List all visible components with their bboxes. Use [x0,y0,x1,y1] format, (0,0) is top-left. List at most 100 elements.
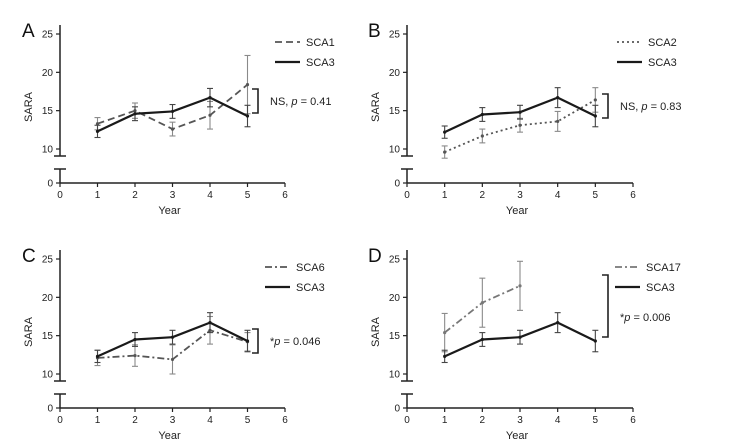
legend-label: SCA3 [646,282,675,294]
y-tick-label: 0 [47,179,53,190]
y-tick-label: 15 [389,331,401,342]
data-point [245,114,250,118]
x-tick-label: 5 [593,190,599,201]
y-tick-label: 25 [42,255,54,266]
significance-bracket [602,93,609,119]
x-tick-label: 6 [282,190,288,201]
x-tick-label: 3 [170,415,176,426]
y-axis-title: SARA [23,316,35,347]
annot-value: = 0.006 [630,312,670,324]
data-point [133,112,137,116]
data-point [556,321,560,325]
panel-a: A 0 10 15 20 25 0 1 2 3 4 5 6 Year SARA SCA1 SCA3 NS, p =… [22,21,335,217]
series-sca3 [94,312,251,364]
data-point [95,129,100,133]
y-tick-label: 15 [42,106,54,117]
annot-p: p [623,312,630,324]
series-sca3 [441,312,599,364]
data-point [443,331,447,335]
data-point [593,339,597,343]
data-point [518,335,522,339]
data-point [245,339,250,343]
data-point [480,301,484,305]
legend-label: SCA6 [296,262,325,274]
x-axis-title: Year [506,430,529,442]
data-point [95,122,100,126]
x-axis-title: Year [158,205,181,217]
data-point [170,357,175,362]
data-point [208,96,212,100]
x-axis-title: Year [506,205,529,217]
p-value-annotation: NS, p = 0.83 [620,101,681,113]
significance-bracket [252,88,259,114]
x-tick-label: 2 [480,190,486,201]
data-point [245,83,250,87]
x-tick-label: 5 [593,415,599,426]
data-point [170,335,175,339]
y-tick-label: 0 [47,404,53,415]
x-tick-label: 5 [245,415,251,426]
annot-p: p [290,96,297,108]
data-point [95,354,100,358]
x-tick-label: 4 [207,415,213,426]
y-tick-label: 20 [42,68,54,79]
legend-label: SCA3 [296,282,325,294]
p-value-annotation: NS, p = 0.41 [270,96,331,108]
y-axis-title: SARA [370,91,382,122]
data-point [480,134,484,138]
data-point [518,284,522,288]
y-tick-label: 10 [42,145,54,156]
data-point [170,127,175,131]
legend-label: SCA2 [648,37,677,49]
x-tick-label: 4 [555,415,561,426]
data-point [133,337,137,342]
significance-bracket [252,328,259,354]
annot-prefix: * [620,312,625,324]
data-point [518,110,522,114]
legend-label: SCA17 [646,262,681,274]
significance-bracket [602,274,609,338]
x-tick-label: 2 [480,415,486,426]
data-point [443,130,447,134]
legend-label: SCA3 [306,57,335,69]
y-tick-label: 0 [394,179,400,190]
data-point [208,113,212,117]
x-tick-label: 6 [630,190,636,201]
p-value-annotation: *p = 0.006 [620,312,670,324]
y-tick-label: 20 [42,293,54,304]
x-tick-label: 4 [207,190,213,201]
x-tick-label: 2 [132,415,138,426]
data-point [443,354,447,358]
panel-letter: C [22,246,36,267]
annot-prefix: NS, [620,101,641,113]
annot-value: = 0.83 [648,101,682,113]
x-tick-label: 0 [57,415,63,426]
x-tick-label: 6 [282,415,288,426]
data-point [133,354,137,358]
y-axis-title: SARA [370,316,382,347]
y-tick-label: 0 [394,404,400,415]
annot-value: = 0.41 [298,96,332,108]
data-point [518,123,522,127]
series-sca6 [94,315,251,375]
x-tick-label: 1 [442,190,448,201]
x-tick-label: 2 [132,190,138,201]
data-point [593,114,597,118]
x-tick-label: 0 [404,415,410,426]
y-tick-label: 10 [389,145,401,156]
series-sca3 [441,87,599,139]
x-tick-label: 0 [57,190,63,201]
data-point [208,321,212,325]
x-tick-label: 0 [404,190,410,201]
annot-value: = 0.046 [280,336,320,348]
panel-c: C 0 10 15 20 25 0 1 2 3 4 5 6 Year SARA SCA6 SCA3 *p = 0.… [22,246,325,442]
annot-p: p [640,101,647,113]
x-tick-label: 3 [517,190,523,201]
panel-letter: B [368,21,381,42]
panel-letter: A [22,21,35,42]
series-sca1 [94,54,251,137]
legend-label: SCA3 [648,57,677,69]
y-tick-label: 20 [389,68,401,79]
annot-p: p [273,336,280,348]
